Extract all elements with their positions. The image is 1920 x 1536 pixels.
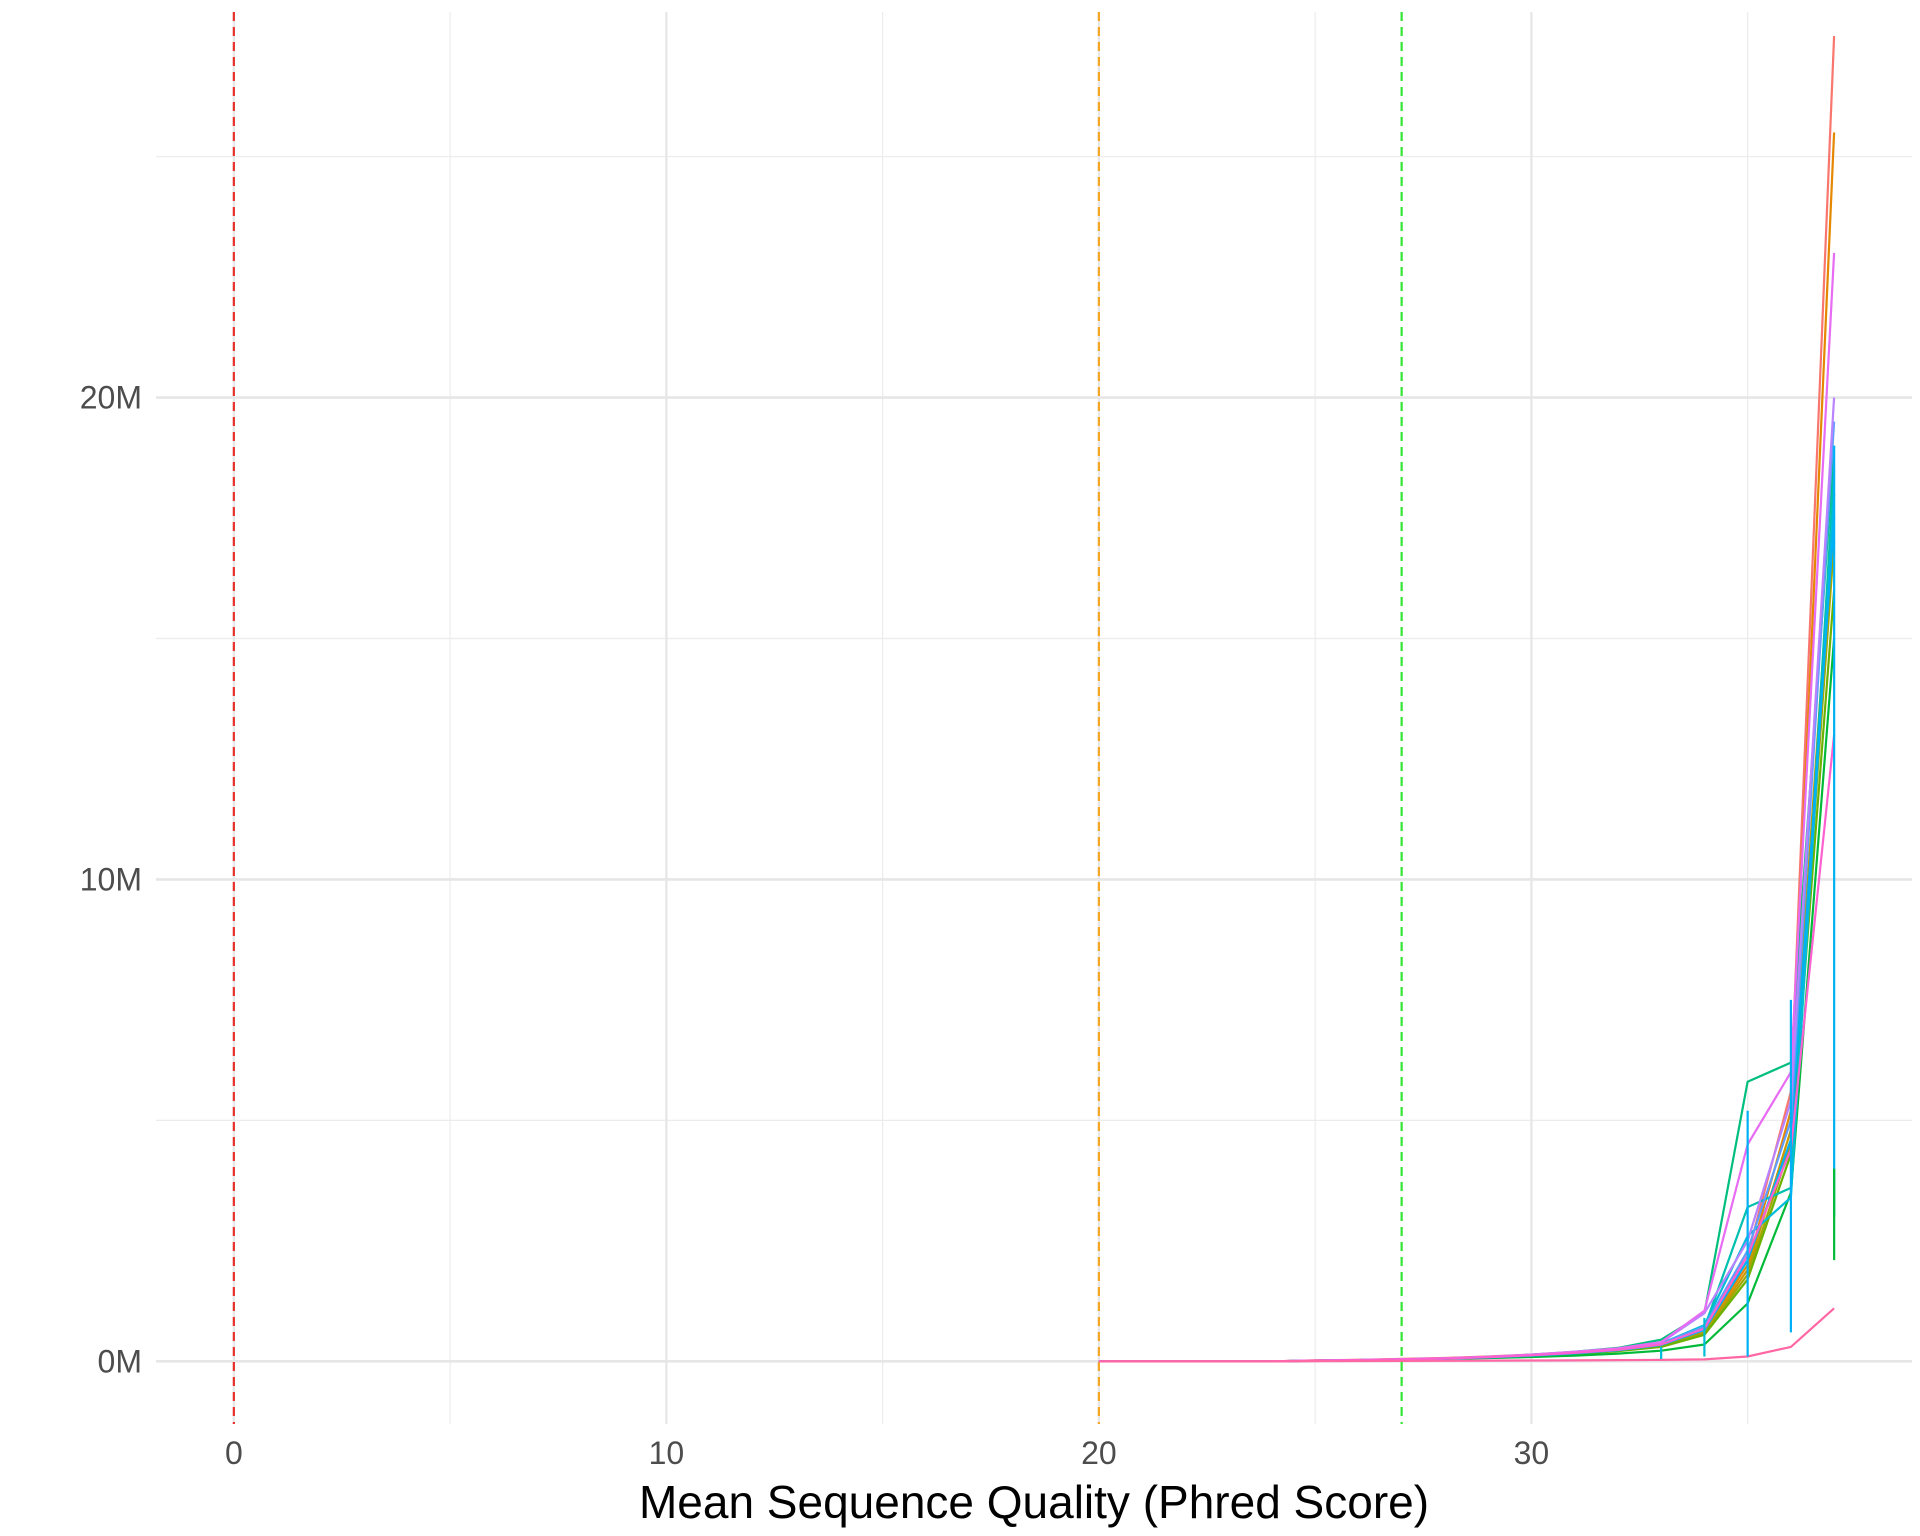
reference-lines bbox=[232, 12, 1403, 1424]
series-line bbox=[1098, 590, 1836, 1363]
y-tick-label: 0M bbox=[98, 1343, 142, 1379]
vertical-segments bbox=[1660, 445, 1836, 1359]
data-series bbox=[1098, 36, 1836, 1363]
series-line bbox=[1098, 638, 1836, 1363]
series-line bbox=[1098, 493, 1836, 1363]
x-axis-title: Mean Sequence Quality (Phred Score) bbox=[639, 1476, 1429, 1528]
x-tick-label: 20 bbox=[1081, 1435, 1117, 1471]
series-line bbox=[1098, 445, 1836, 1363]
series-line bbox=[1098, 36, 1836, 1363]
x-tick-label: 0 bbox=[225, 1435, 243, 1471]
series-line bbox=[1098, 421, 1836, 1363]
series-line bbox=[1098, 469, 1836, 1363]
x-tick-label: 30 bbox=[1514, 1435, 1550, 1471]
minor-gridlines bbox=[156, 12, 1912, 1424]
y-tick-label: 10M bbox=[80, 861, 142, 897]
major-gridlines bbox=[156, 12, 1912, 1424]
series-line bbox=[1098, 734, 1836, 1363]
series-line bbox=[1098, 493, 1836, 1363]
y-tick-label: 20M bbox=[80, 380, 142, 416]
x-tick-label: 10 bbox=[649, 1435, 685, 1471]
series-line bbox=[1098, 1307, 1835, 1363]
series-line bbox=[1098, 252, 1836, 1363]
y-tick-labels: 0M 10M 20M bbox=[80, 380, 142, 1380]
x-tick-labels: 0 10 20 30 bbox=[225, 1435, 1549, 1471]
series-line bbox=[1098, 132, 1836, 1363]
